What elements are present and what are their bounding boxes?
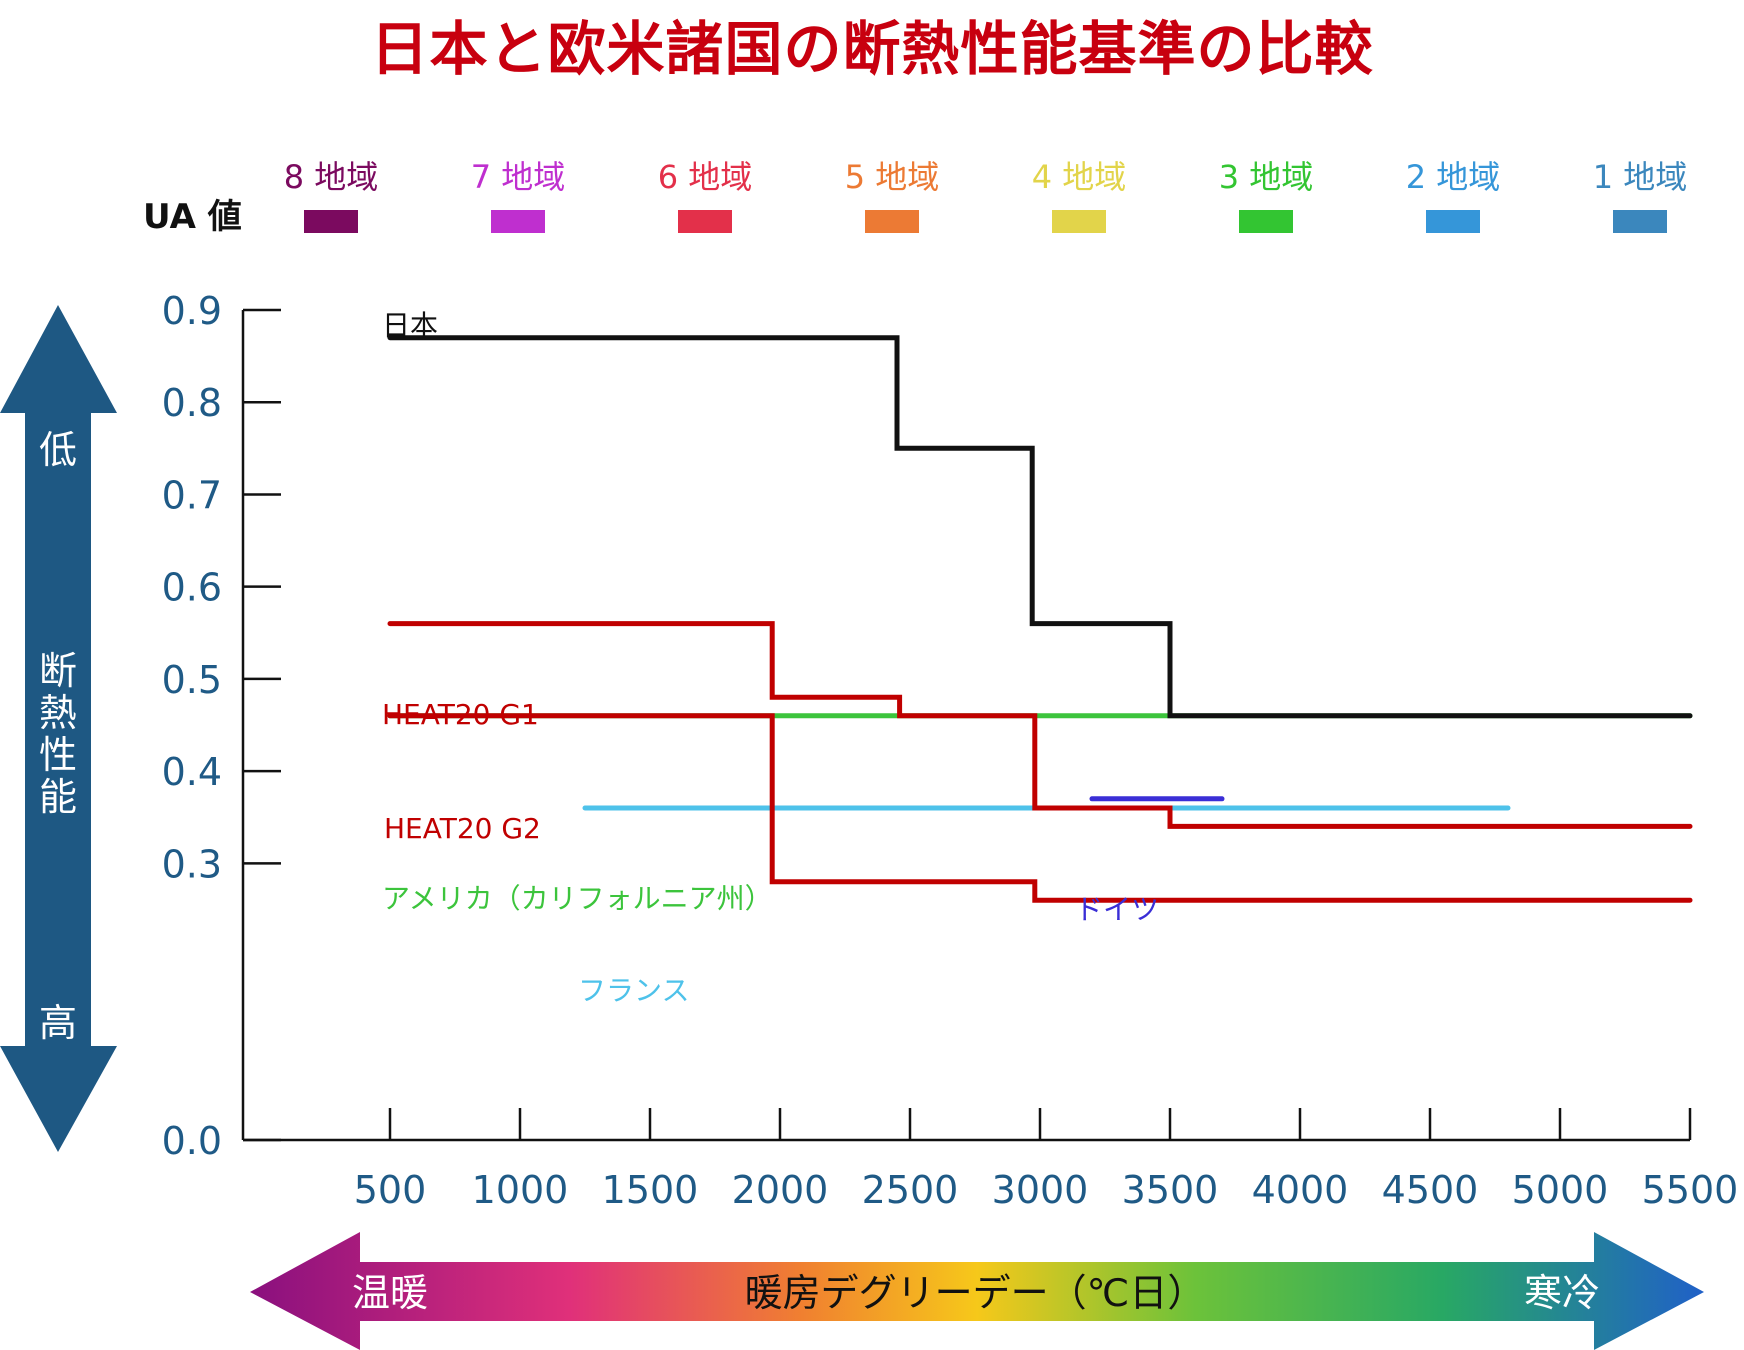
- legend-region-label: 2 地域: [1406, 158, 1501, 196]
- legend-region-label: 4 地域: [1032, 158, 1127, 196]
- x-tick-label: 500: [354, 1168, 427, 1212]
- legend-region-label: 6 地域: [658, 158, 753, 196]
- y-tick-label: 0.8: [162, 381, 222, 425]
- x-axis-warm-label: 温暖: [352, 1271, 428, 1315]
- x-axis-label: 暖房デグリーデー（℃日）: [745, 1271, 1206, 1315]
- legend-region-swatch: [1239, 210, 1293, 233]
- series-lines: 日本 HEAT20 G1 HEAT20 G2 アメリカ（カリフォルニア州） ドイツフラン…: [382, 309, 1693, 1007]
- x-tick-label: 2500: [862, 1168, 959, 1212]
- series-line-s0: [387, 335, 1693, 719]
- legend-region-swatch: [865, 210, 919, 233]
- legend-region-label: 1 地域: [1593, 158, 1688, 196]
- series-label: アメリカ（カリフォルニア州）: [382, 882, 773, 915]
- y-tick-label: 0.0: [162, 1119, 222, 1163]
- legend-region-swatch: [1426, 210, 1480, 233]
- series-label: 日本: [382, 309, 438, 342]
- y-tick-label: 0.5: [162, 658, 222, 702]
- chart-title: 日本と欧米諸国の断熱性能基準の比較: [370, 15, 1374, 83]
- legend: UA 値 8 地域 7 地域 6 地域 5 地域 4 地域 3 地域 2 地域 1 地域: [143, 158, 1687, 237]
- horizontal-axis-arrow: 温暖 暖房デグリーデー（℃日） 寒冷: [250, 1232, 1704, 1350]
- series-label: ドイツ: [1075, 893, 1159, 926]
- legend-region-swatch: [678, 210, 732, 233]
- horizontal-double-arrow-icon: [250, 1232, 1704, 1350]
- legend-region-label: 7 地域: [471, 158, 566, 196]
- series-line-heat20-g2: [387, 713, 1693, 903]
- vertical-double-arrow-icon: [0, 305, 117, 1152]
- x-tick-label: 3500: [1122, 1168, 1219, 1212]
- series-line-heat20-g1: [387, 621, 1693, 829]
- y-tick-label: 0.3: [162, 842, 222, 886]
- legend-region-swatch: [1613, 210, 1667, 233]
- series-label: HEAT20 G2: [384, 812, 541, 845]
- x-tick-label: 4500: [1382, 1168, 1479, 1212]
- y-axis-low-label: 低: [39, 428, 77, 472]
- legend-region-swatch: [304, 210, 358, 233]
- axes: 0.0 0.3 0.4 0.5 0.6 0.7 0.8 0.9 500 1000 1500 2000 2…: [162, 289, 1739, 1212]
- y-tick-label: 0.4: [162, 750, 222, 794]
- x-tick-label: 3000: [992, 1168, 1089, 1212]
- legend-region-label: 3 地域: [1219, 158, 1314, 196]
- x-tick-label: 1500: [602, 1168, 699, 1212]
- legend-region-label: 8 地域: [284, 158, 379, 196]
- y-tick-label: 0.9: [162, 289, 222, 333]
- x-axis-cold-label: 寒冷: [1524, 1271, 1600, 1315]
- y-axis-note-label: 断熱性能: [39, 649, 77, 819]
- y-axis-label: UA 値: [143, 197, 242, 237]
- series-label: HEAT20 G1: [382, 698, 539, 731]
- series-label: フランス: [578, 974, 689, 1007]
- legend-region-swatch: [491, 210, 545, 233]
- legend-region-label: 5 地域: [845, 158, 940, 196]
- x-tick-label: 5000: [1512, 1168, 1609, 1212]
- y-tick-label: 0.7: [162, 473, 222, 517]
- x-tick-label: 5500: [1642, 1168, 1739, 1212]
- y-axis-high-label: 高: [39, 1001, 77, 1045]
- x-tick-label: 2000: [732, 1168, 829, 1212]
- legend-region-swatch: [1052, 210, 1106, 233]
- x-tick-label: 1000: [472, 1168, 569, 1212]
- y-tick-label: 0.6: [162, 566, 222, 610]
- x-tick-label: 4000: [1252, 1168, 1349, 1212]
